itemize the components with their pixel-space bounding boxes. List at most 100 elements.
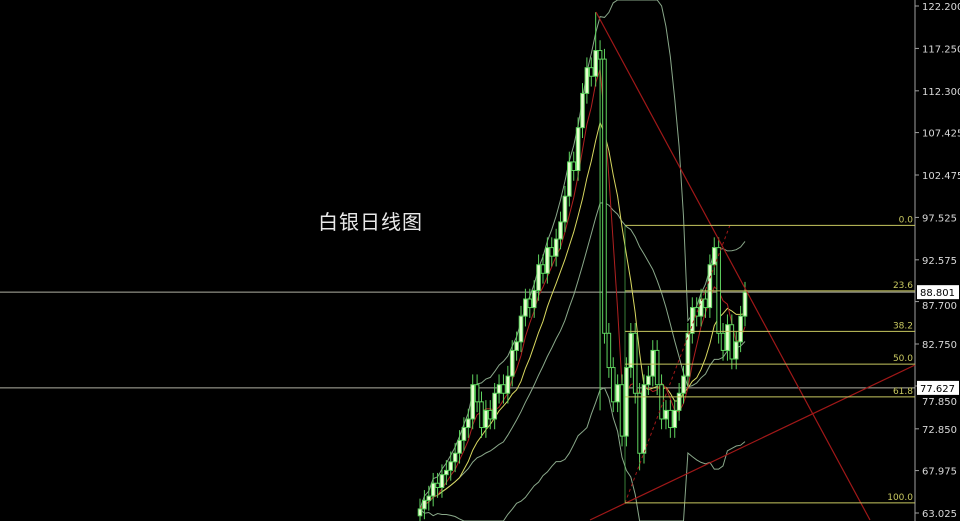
candle-body xyxy=(483,409,489,429)
candle xyxy=(615,374,620,413)
candle-body xyxy=(509,349,515,377)
candle xyxy=(646,365,651,395)
candle xyxy=(584,57,590,104)
candle-body xyxy=(448,461,454,471)
candle xyxy=(518,305,524,353)
candle xyxy=(689,297,695,344)
fib-level-label: 50.0 xyxy=(893,354,913,364)
candle-body xyxy=(470,384,476,420)
candle-body xyxy=(518,315,524,343)
y-tick-label: 92.575 xyxy=(922,256,957,267)
fib-level-label: 0.0 xyxy=(899,215,914,225)
candle xyxy=(505,365,511,404)
candle-body xyxy=(417,508,423,517)
candle xyxy=(457,430,462,464)
candle xyxy=(540,254,546,284)
candle xyxy=(698,288,704,327)
candle xyxy=(496,374,502,404)
candle xyxy=(536,254,541,301)
candle xyxy=(711,237,717,276)
candle-body xyxy=(628,332,634,369)
candle-body xyxy=(738,315,743,343)
price-label: 88.801 xyxy=(920,288,955,299)
candle-body xyxy=(536,264,541,291)
candle xyxy=(729,314,735,370)
candle xyxy=(461,417,467,451)
candle-body xyxy=(452,452,458,463)
candle-body xyxy=(610,367,616,403)
candle xyxy=(720,323,726,361)
candle-body xyxy=(742,291,748,317)
y-tick-label: 87.700 xyxy=(922,301,957,312)
candle-body xyxy=(426,495,432,501)
candle xyxy=(466,408,471,438)
fib-level-label: 61.8 xyxy=(893,387,913,397)
candle xyxy=(580,83,585,138)
candle-body xyxy=(444,469,449,476)
candle-body xyxy=(672,409,678,429)
candle xyxy=(444,460,449,485)
bollinger-lower xyxy=(419,387,746,521)
y-tick-label: 67.975 xyxy=(922,467,957,478)
price-label-box xyxy=(917,380,959,395)
fib-level-label: 38.2 xyxy=(893,321,913,331)
y-tick-label: 122.200 xyxy=(922,2,960,13)
candle-body xyxy=(562,195,568,223)
candle-body xyxy=(689,307,695,334)
y-tick-label: 77.850 xyxy=(922,397,957,408)
y-tick-label: 112.300 xyxy=(922,87,960,98)
candle-body xyxy=(733,341,739,360)
uptrend-line xyxy=(589,364,916,521)
candle xyxy=(738,305,743,353)
y-tick-label: 72.850 xyxy=(922,425,957,436)
candle xyxy=(439,464,445,498)
candle-body xyxy=(514,341,519,351)
candle-body xyxy=(637,392,642,454)
candle-body xyxy=(531,289,537,309)
ma-slow-line xyxy=(419,120,746,510)
candle xyxy=(545,237,550,284)
candle xyxy=(435,472,440,498)
y-tick-label: 107.425 xyxy=(922,129,960,140)
candle-body xyxy=(461,427,467,441)
candle xyxy=(531,280,537,318)
candle-body xyxy=(632,332,638,394)
candle-body xyxy=(729,324,735,360)
candle xyxy=(685,323,691,387)
candle-body xyxy=(641,384,647,454)
candle xyxy=(562,185,568,233)
y-tick-label: 82.750 xyxy=(922,340,957,351)
candle xyxy=(610,357,616,413)
candle xyxy=(672,400,678,438)
candle-body xyxy=(540,264,546,274)
candle-body xyxy=(505,375,511,394)
candle xyxy=(509,340,515,387)
candle-body xyxy=(588,67,594,77)
candle xyxy=(575,117,581,181)
candle xyxy=(637,382,642,471)
candle xyxy=(632,323,638,404)
candle-body xyxy=(487,409,493,420)
candle-body xyxy=(439,474,445,489)
candle xyxy=(606,323,612,378)
candle-body xyxy=(676,392,682,411)
candle-body xyxy=(606,332,612,369)
candle-body xyxy=(457,439,462,454)
candle xyxy=(523,288,528,327)
candle xyxy=(602,48,607,344)
candle xyxy=(492,382,497,430)
candle xyxy=(668,400,673,438)
candle-body xyxy=(422,499,427,510)
candle-body xyxy=(597,50,603,60)
candle-body xyxy=(725,324,730,351)
candle-body xyxy=(474,384,480,403)
y-tick-label: 63.025 xyxy=(922,509,957,520)
candle-body xyxy=(523,298,528,317)
candle xyxy=(527,288,533,318)
candle-body xyxy=(466,418,471,429)
candle xyxy=(430,472,436,507)
candle xyxy=(422,490,427,520)
candle xyxy=(628,323,634,378)
candle xyxy=(483,400,489,438)
candle-body xyxy=(571,161,577,172)
